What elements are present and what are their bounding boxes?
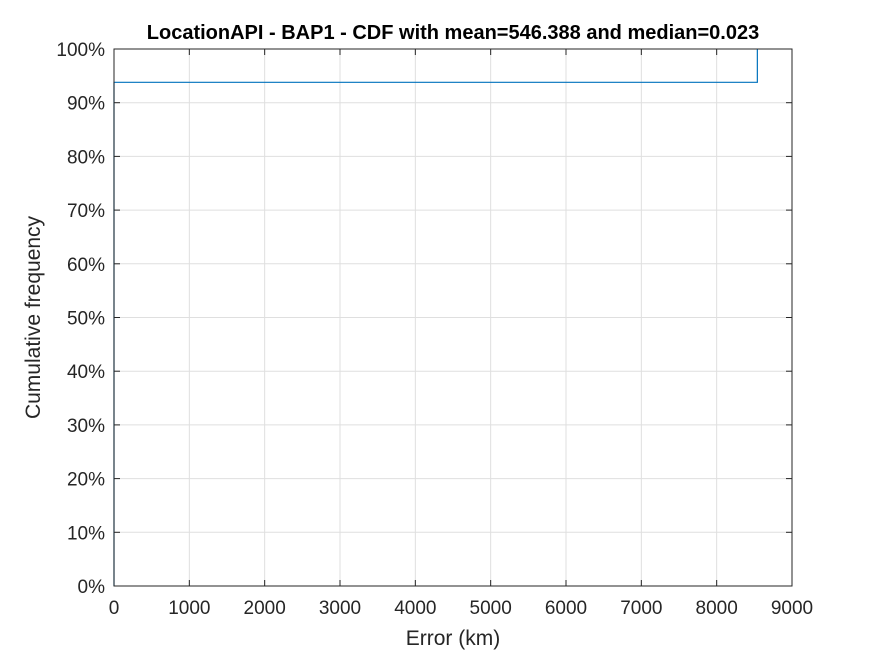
x-axis-label: Error (km): [406, 627, 500, 650]
y-tick-label: 100%: [56, 40, 105, 61]
y-tick-label: 30%: [67, 416, 105, 437]
x-tick-label: 8000: [696, 598, 738, 619]
x-tick-label: 0: [109, 598, 120, 619]
y-tick-label: 20%: [67, 470, 105, 491]
x-tick-label: 9000: [771, 598, 813, 619]
x-tick-label: 7000: [620, 598, 662, 619]
x-tick-label: 5000: [470, 598, 512, 619]
x-tick-marks: [113, 49, 793, 586]
x-tick-label: 6000: [545, 598, 587, 619]
x-tick-label: 4000: [394, 598, 436, 619]
y-tick-label: 0%: [78, 577, 106, 598]
y-tick-label: 10%: [67, 523, 105, 544]
x-tick-label: 1000: [168, 598, 210, 619]
y-tick-label: 40%: [67, 362, 105, 383]
y-tick-label: 60%: [67, 255, 105, 276]
y-tick-label: 70%: [67, 201, 105, 222]
y-tick-label: 50%: [67, 309, 105, 330]
y-tick-labels: 0% 10% 20% 30% 40% 50% 60% 70% 80% 90% 100%: [56, 40, 105, 598]
y-tick-label: 90%: [67, 94, 105, 115]
x-tick-labels: 0 1000 2000 3000 4000 5000 6000 7000 8000 9000: [109, 598, 813, 619]
chart-title: LocationAPI - BAP1 - CDF with mean=546.3…: [147, 22, 759, 44]
x-tick-label: 3000: [319, 598, 361, 619]
y-axis-label: Cumulative frequency: [22, 215, 45, 419]
x-tick-label: 2000: [244, 598, 286, 619]
y-tick-marks: [114, 48, 792, 587]
y-tick-label: 80%: [67, 147, 105, 168]
